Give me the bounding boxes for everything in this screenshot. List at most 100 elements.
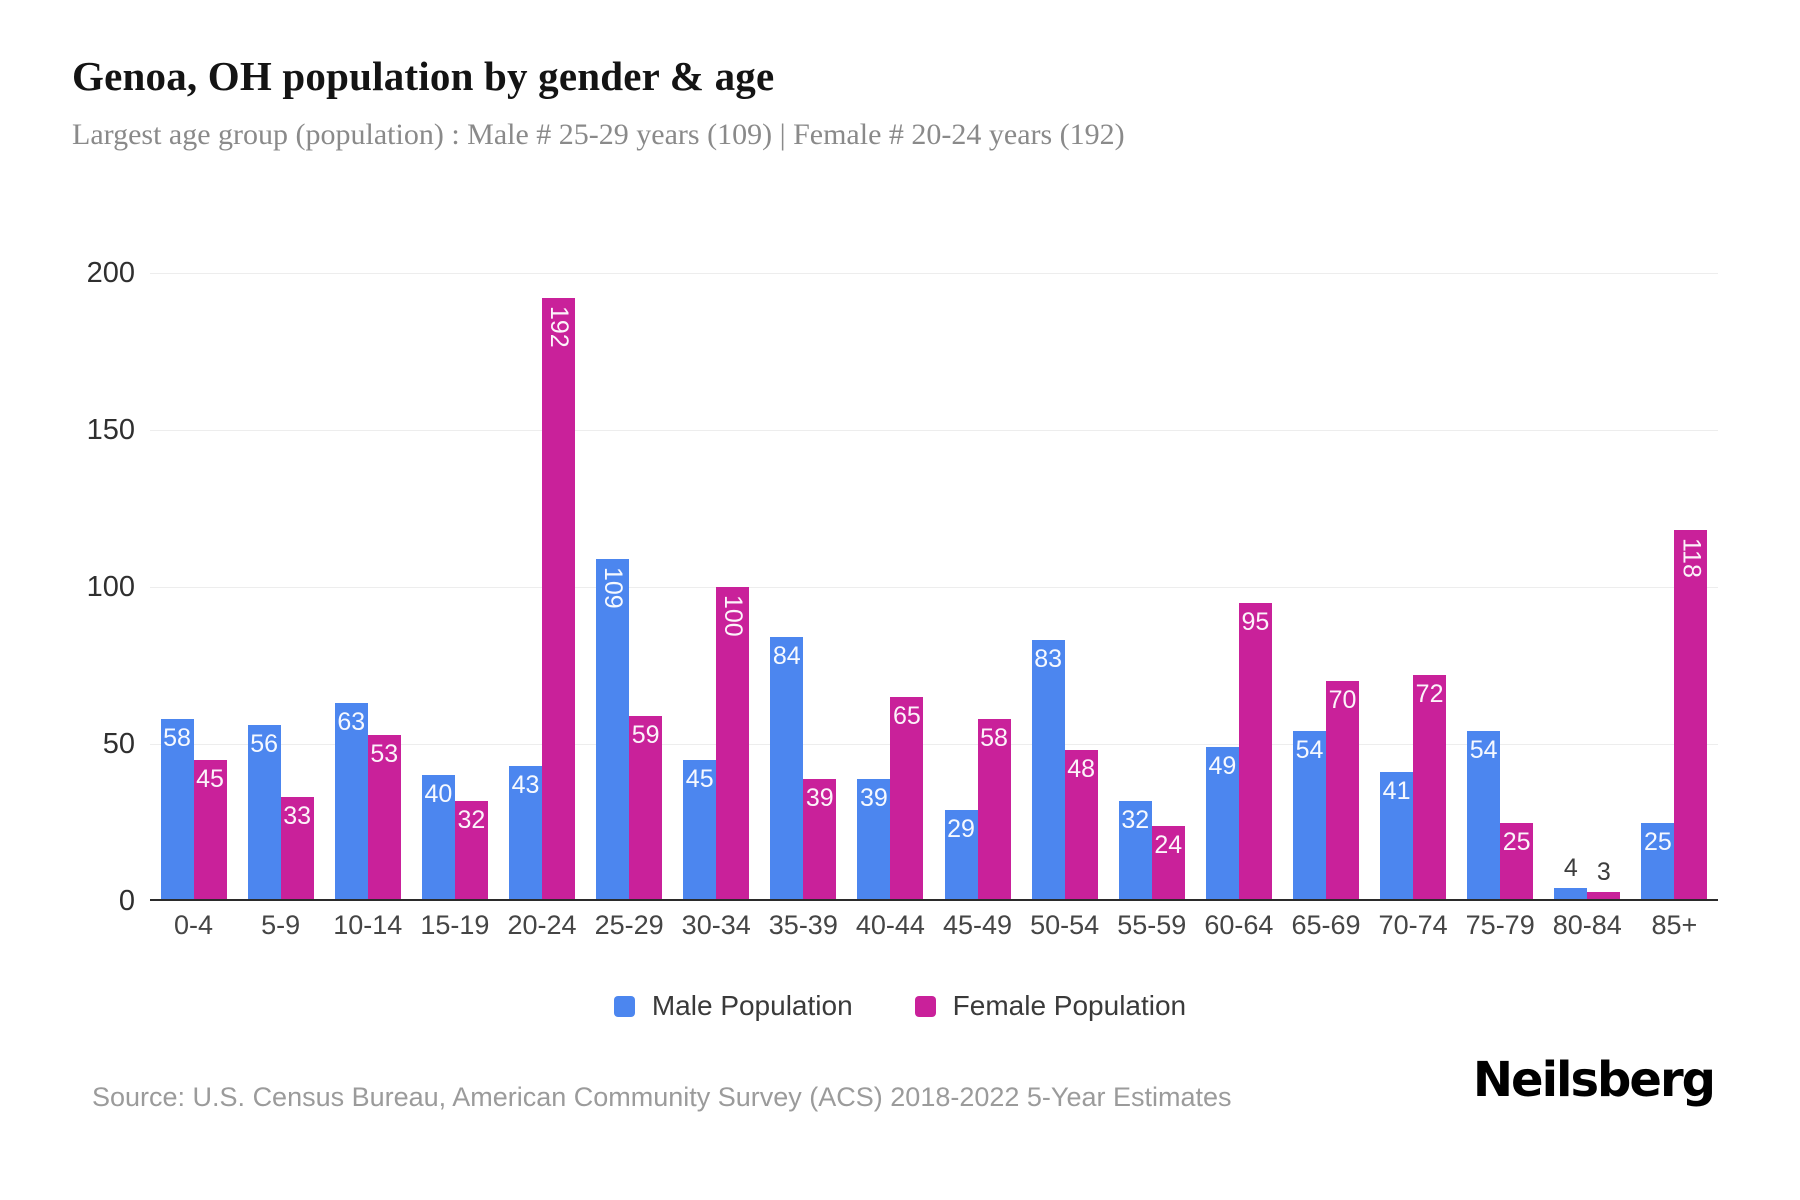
bar-value-label: 84 xyxy=(772,642,801,671)
bar-group-25-29: 109 59 xyxy=(586,273,673,901)
bar-female-45-49: 58 xyxy=(977,718,1011,901)
y-axis-tick-label: 50 xyxy=(102,728,135,760)
bar-value-label: 49 xyxy=(1208,752,1237,781)
chart-subtitle: Largest age group (population) : Male # … xyxy=(72,118,1125,151)
x-axis-label-60-64: 60-64 xyxy=(1204,910,1274,940)
bar-value-label: 3 xyxy=(1596,857,1611,886)
x-axis-label-50-54: 50-54 xyxy=(1030,910,1100,940)
legend-item-female-population[interactable]: Female Population xyxy=(914,990,1187,1022)
bar-male-75-79: 54 xyxy=(1467,731,1501,901)
x-axis-label-15-19: 15-19 xyxy=(420,910,490,940)
bar-male-85+: 25 xyxy=(1641,822,1675,901)
bar-value-label: 54 xyxy=(1295,736,1324,765)
x-axis-label-0-4: 0-4 xyxy=(174,910,214,940)
bar-group-20-24: 43 192 xyxy=(498,273,585,901)
bar-female-30-34: 100 xyxy=(716,587,750,901)
x-axis-label-45-49: 45-49 xyxy=(943,910,1013,940)
bar-male-30-34: 45 xyxy=(683,759,717,901)
bar-value-label: 4 xyxy=(1563,854,1578,883)
bar-value-label: 83 xyxy=(1034,645,1063,674)
brand-logo: Neilsberg xyxy=(1472,1052,1716,1108)
bar-male-55-59: 32 xyxy=(1118,800,1152,901)
bar-value-label: 39 xyxy=(805,783,834,812)
bar-male-60-64: 49 xyxy=(1205,747,1239,901)
gridline xyxy=(150,429,1718,431)
bar-female-60-64: 95 xyxy=(1238,602,1272,901)
bar-group-70-74: 41 72 xyxy=(1370,273,1457,901)
bar-male-5-9: 56 xyxy=(247,725,281,901)
bar-value-label: 58 xyxy=(980,723,1008,752)
bar-male-70-74: 41 xyxy=(1380,772,1414,901)
bar-group-65-69: 54 70 xyxy=(1282,273,1369,901)
bar-group-40-44: 39 65 xyxy=(847,273,934,901)
bar-male-0-4: 58 xyxy=(160,718,194,901)
bar-group-55-59: 32 24 xyxy=(1108,273,1195,901)
bar-group-15-19: 40 32 xyxy=(411,273,498,901)
source-attribution: Source: U.S. Census Bureau, American Com… xyxy=(92,1082,1232,1112)
bar-value-label: 41 xyxy=(1382,777,1411,806)
bar-group-10-14: 63 53 xyxy=(324,273,411,901)
bar-female-85+: 118 xyxy=(1674,530,1708,901)
bar-group-75-79: 54 25 xyxy=(1457,273,1544,901)
y-axis-tick-label: 0 xyxy=(118,885,135,917)
bar-group-45-49: 29 58 xyxy=(934,273,1021,901)
bar-value-label: 109 xyxy=(599,566,628,609)
bar-value-label: 29 xyxy=(947,814,975,843)
bar-male-40-44: 39 xyxy=(857,778,891,901)
bar-male-15-19: 40 xyxy=(421,775,455,901)
x-axis-label-35-39: 35-39 xyxy=(768,910,838,940)
bar-male-20-24: 43 xyxy=(508,765,542,901)
x-axis-label-70-74: 70-74 xyxy=(1378,910,1448,940)
x-axis-label-65-69: 65-69 xyxy=(1291,910,1361,940)
bar-value-label: 32 xyxy=(1121,805,1150,834)
bar-male-45-49: 29 xyxy=(944,809,978,901)
bar-value-label: 53 xyxy=(370,739,399,768)
bar-female-0-4: 45 xyxy=(193,759,227,901)
legend-item-male-population[interactable]: Male Population xyxy=(613,990,853,1022)
x-axis-label-85+: 85+ xyxy=(1651,910,1698,940)
x-axis-baseline xyxy=(150,899,1718,901)
x-axis-label-20-24: 20-24 xyxy=(507,910,577,940)
bar-group-30-34: 45 100 xyxy=(673,273,760,901)
bar-value-label: 192 xyxy=(544,306,573,348)
bar-value-label: 33 xyxy=(283,802,312,831)
bar-male-65-69: 54 xyxy=(1292,731,1326,901)
bar-female-75-79: 25 xyxy=(1500,822,1534,901)
bar-group-60-64: 49 95 xyxy=(1195,273,1282,901)
bar-value-label: 48 xyxy=(1067,755,1096,784)
legend-swatch xyxy=(914,995,936,1017)
legend: Male Population Female Population xyxy=(0,990,1800,1022)
legend-label: Female Population xyxy=(952,990,1187,1021)
bar-value-label: 43 xyxy=(511,770,540,799)
gridline xyxy=(150,743,1718,745)
bar-value-label: 25 xyxy=(1502,827,1531,856)
bar-value-label: 54 xyxy=(1469,736,1498,765)
bar-value-label: 70 xyxy=(1328,686,1357,715)
bar-female-65-69: 70 xyxy=(1325,681,1359,901)
bar-value-label: 58 xyxy=(163,723,191,752)
bar-male-50-54: 83 xyxy=(1031,640,1065,901)
bar-value-label: 25 xyxy=(1644,827,1672,856)
bar-male-80-84: 4 xyxy=(1554,854,1588,901)
chart-title: Genoa, OH population by gender & age xyxy=(72,53,775,99)
bar-female-35-39: 39 xyxy=(803,778,837,901)
x-axis-label-40-44: 40-44 xyxy=(855,910,925,940)
bar-value-label: 56 xyxy=(250,730,279,759)
x-axis-label-5-9: 5-9 xyxy=(261,910,301,940)
bar-group-35-39: 84 39 xyxy=(760,273,847,901)
bar-value-label: 59 xyxy=(631,720,660,749)
bar-female-15-19: 32 xyxy=(454,800,488,901)
legend-swatch xyxy=(613,995,635,1017)
legend-label: Male Population xyxy=(651,990,853,1021)
bar-group-5-9: 56 33 xyxy=(237,273,324,901)
bar-value-label: 95 xyxy=(1241,607,1270,636)
bar-value-label: 65 xyxy=(893,701,921,730)
bar-value-label: 72 xyxy=(1415,679,1444,708)
bar-female-40-44: 65 xyxy=(890,696,924,901)
bar-female-70-74: 72 xyxy=(1413,674,1447,901)
x-axis-label-80-84: 80-84 xyxy=(1552,910,1622,940)
bar-value-label: 45 xyxy=(685,764,714,793)
x-axis: 0-4 5-9 10-14 15-19 20-24 25-29 30-34 35-39 40-4… xyxy=(150,910,1718,941)
